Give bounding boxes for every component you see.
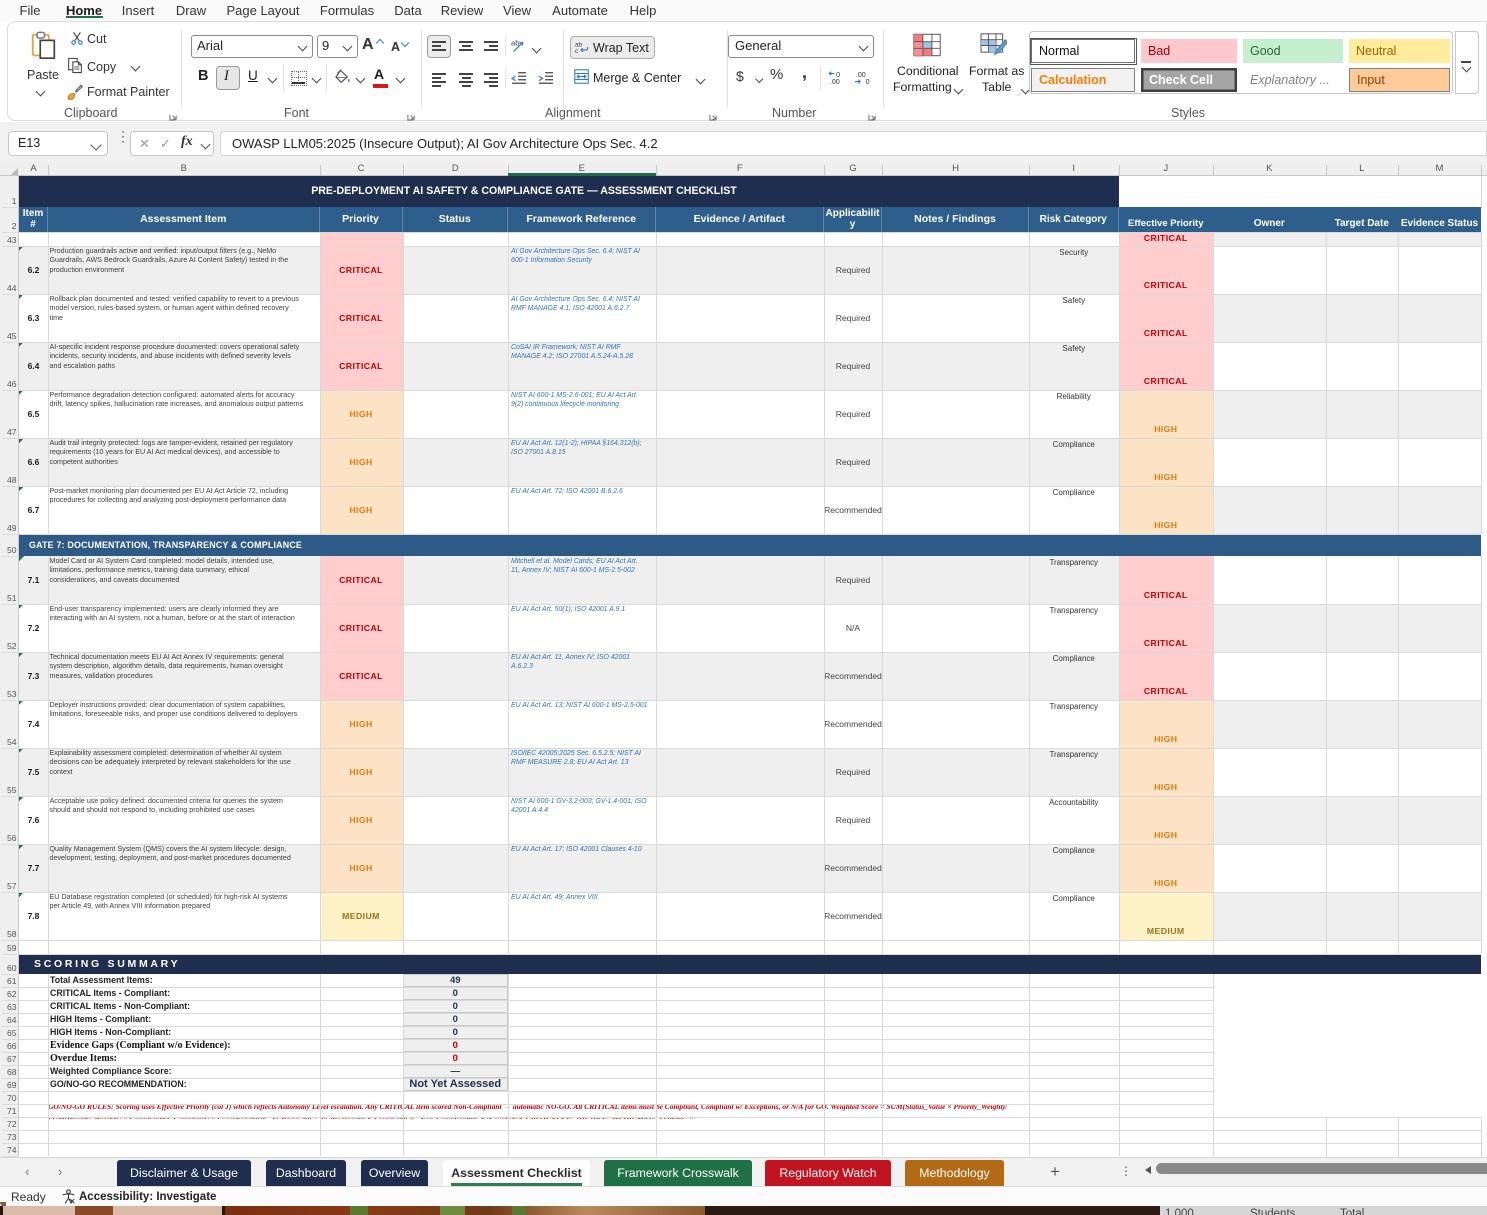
- svg-text:ab: ab: [575, 41, 583, 48]
- svg-text:0: 0: [866, 78, 870, 86]
- svg-text:ab: ab: [511, 39, 520, 48]
- svg-text:0: 0: [836, 71, 840, 79]
- svg-text:.00: .00: [830, 78, 840, 86]
- svg-text:c: c: [575, 48, 579, 54]
- svg-text:.00: .00: [856, 71, 866, 79]
